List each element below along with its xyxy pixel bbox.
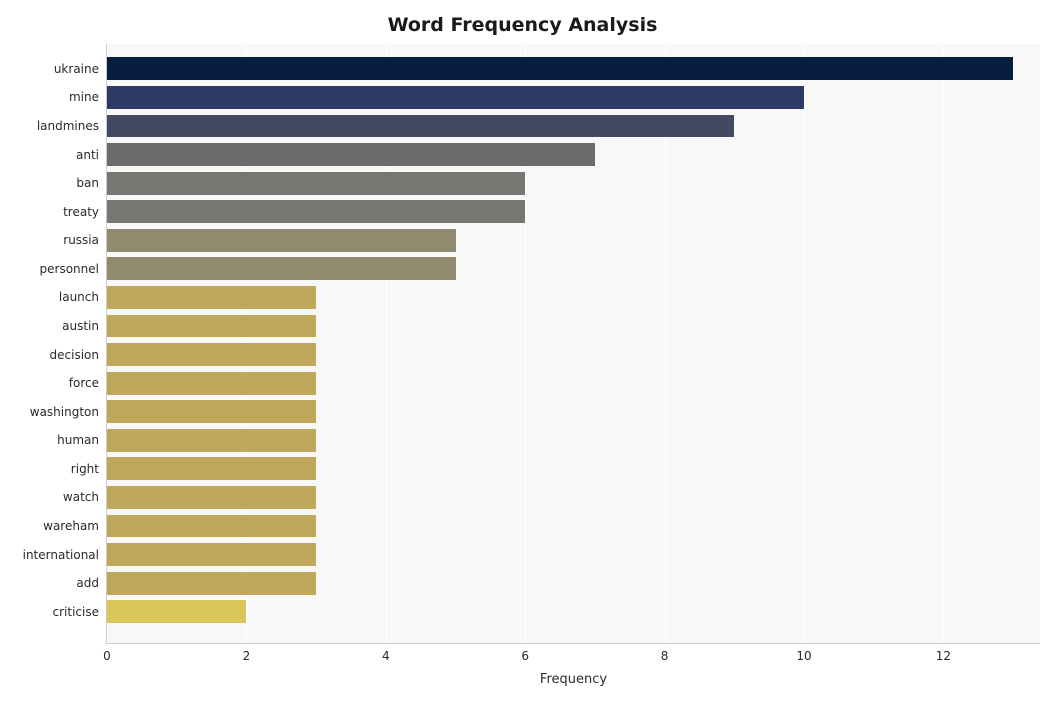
y-tick-label: human xyxy=(57,433,99,447)
bar-row: austin xyxy=(107,315,1040,338)
bar-row: decision xyxy=(107,343,1040,366)
y-tick-label: ukraine xyxy=(54,62,99,76)
y-tick-label: austin xyxy=(62,319,99,333)
bar-row: mine xyxy=(107,86,1040,109)
x-tick-label: 0 xyxy=(103,649,111,663)
bar xyxy=(107,257,456,280)
bar xyxy=(107,343,316,366)
bar xyxy=(107,457,316,480)
bar xyxy=(107,172,525,195)
bar xyxy=(107,115,734,138)
x-tick-label: 2 xyxy=(243,649,251,663)
bar xyxy=(107,515,316,538)
bar-row: ukraine xyxy=(107,57,1040,80)
bar xyxy=(107,572,316,595)
x-axis-label: Frequency xyxy=(540,672,607,687)
bar-row: wareham xyxy=(107,515,1040,538)
bar-row: treaty xyxy=(107,200,1040,223)
y-tick-label: force xyxy=(69,376,99,390)
y-tick-label: decision xyxy=(50,348,99,362)
figure: Word Frequency Analysis ukraine mine landm… xyxy=(0,0,1045,701)
x-tick-label: 10 xyxy=(796,649,811,663)
bar-row: ban xyxy=(107,172,1040,195)
y-tick-label: russia xyxy=(63,233,99,247)
bars-container: ukraine mine landmines anti ban treaty russia p… xyxy=(107,44,1040,643)
y-tick-label: right xyxy=(71,462,99,476)
y-tick-label: criticise xyxy=(53,605,99,619)
bar-row: anti xyxy=(107,143,1040,166)
y-tick-label: wareham xyxy=(43,519,99,533)
x-tick-label: 4 xyxy=(382,649,390,663)
chart-axes: ukraine mine landmines anti ban treaty russia p… xyxy=(106,44,1040,644)
bar xyxy=(107,57,1013,80)
y-tick-label: anti xyxy=(76,148,99,162)
bar-row: criticise xyxy=(107,600,1040,623)
y-tick-label: ban xyxy=(76,176,99,190)
chart-title: Word Frequency Analysis xyxy=(0,14,1045,36)
y-tick-label: watch xyxy=(63,490,99,504)
y-tick-label: launch xyxy=(59,290,99,304)
y-tick-label: washington xyxy=(30,405,99,419)
bar xyxy=(107,229,456,252)
x-tick-label: 8 xyxy=(661,649,669,663)
bar-row: human xyxy=(107,429,1040,452)
bar-row: personnel xyxy=(107,257,1040,280)
y-tick-label: treaty xyxy=(63,205,99,219)
y-tick-label: add xyxy=(76,576,99,590)
y-tick-label: personnel xyxy=(40,262,99,276)
bar-row: watch xyxy=(107,486,1040,509)
bar-row: landmines xyxy=(107,115,1040,138)
bar xyxy=(107,143,595,166)
bar-row: washington xyxy=(107,400,1040,423)
bar xyxy=(107,315,316,338)
bar xyxy=(107,600,246,623)
bar xyxy=(107,372,316,395)
y-tick-label: mine xyxy=(69,90,99,104)
bar-row: add xyxy=(107,572,1040,595)
bar-row: russia xyxy=(107,229,1040,252)
y-tick-label: landmines xyxy=(37,119,99,133)
bar-row: launch xyxy=(107,286,1040,309)
bar xyxy=(107,286,316,309)
bar xyxy=(107,200,525,223)
bar xyxy=(107,429,316,452)
bar xyxy=(107,543,316,566)
x-tick-label: 12 xyxy=(936,649,951,663)
bar-row: force xyxy=(107,372,1040,395)
bar-row: international xyxy=(107,543,1040,566)
bar xyxy=(107,86,804,109)
bar-row: right xyxy=(107,457,1040,480)
y-tick-label: international xyxy=(23,548,99,562)
bar xyxy=(107,486,316,509)
bar xyxy=(107,400,316,423)
x-tick-label: 6 xyxy=(521,649,529,663)
